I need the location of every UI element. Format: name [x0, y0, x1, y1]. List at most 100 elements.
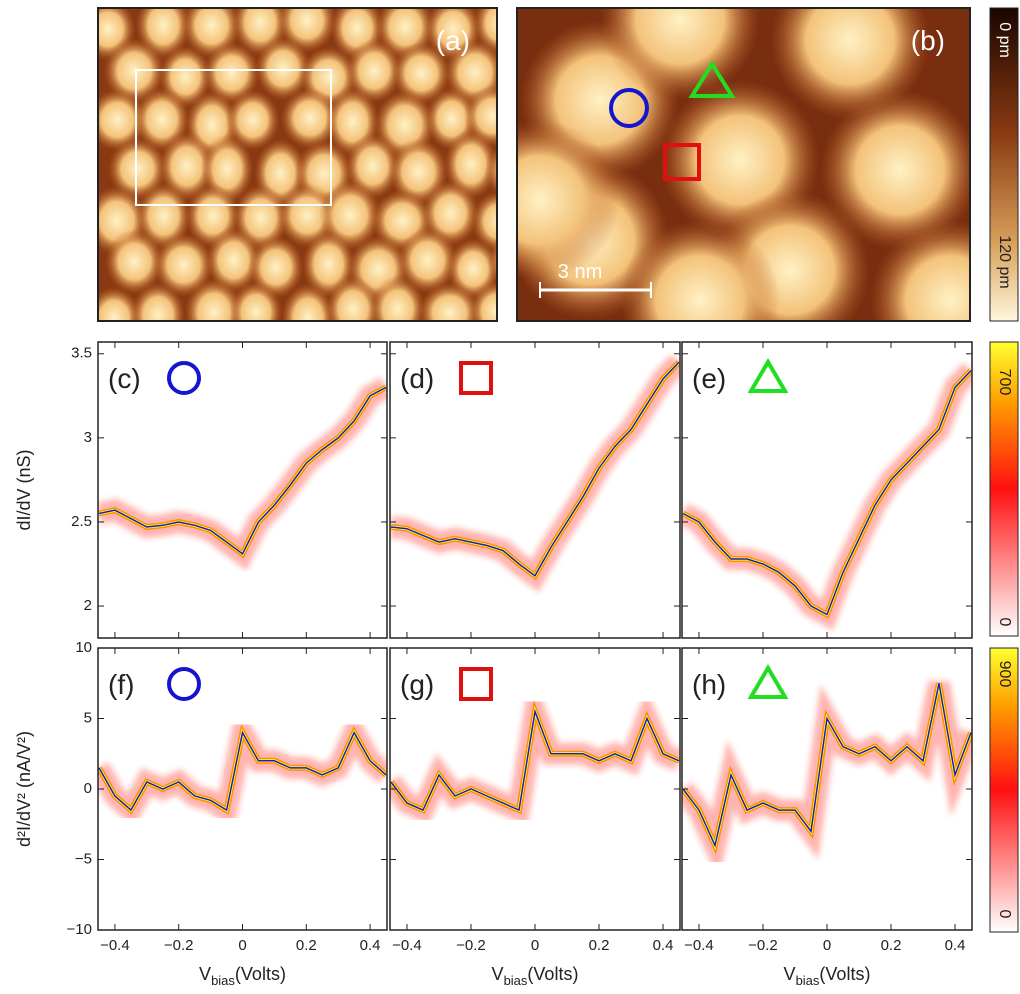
blob — [418, 282, 481, 321]
plot-area — [98, 701, 387, 828]
data-line — [98, 730, 387, 812]
colorbar — [989, 341, 1019, 637]
x-tick-label: 0.4 — [360, 937, 381, 954]
scale-bar-label: 3 nm — [558, 261, 602, 283]
zoom-box — [135, 69, 332, 206]
x-axis-label-sub: bias — [211, 973, 235, 988]
blob — [255, 36, 311, 101]
marker-square — [663, 143, 701, 181]
data-line — [390, 708, 680, 812]
blob — [105, 229, 164, 295]
x-axis-label-sub: bias — [504, 973, 528, 988]
blob — [153, 233, 214, 297]
data-line — [682, 683, 972, 848]
blob — [820, 90, 970, 250]
x-axis-label-part: (Volts) — [819, 964, 870, 984]
blob — [184, 278, 244, 321]
blob — [471, 190, 497, 253]
x-tick-label: −0.4 — [100, 937, 130, 954]
x-tick-label: 0.2 — [881, 937, 902, 954]
x-tick-label: −0.4 — [684, 937, 714, 954]
marker-triangle — [747, 664, 789, 699]
colorbar-label: 700 — [996, 369, 1013, 396]
y-tick-label: 0 — [84, 780, 92, 797]
blob — [98, 88, 147, 152]
colorbar-label: 900 — [996, 661, 1013, 688]
plot-area — [682, 681, 972, 880]
blob — [517, 120, 620, 280]
blob — [491, 53, 497, 93]
marker-triangle — [747, 358, 789, 393]
panel-label: (a) — [436, 25, 470, 56]
colorbar-label: 0 pm — [996, 22, 1013, 58]
colorbar — [989, 7, 1019, 322]
plot-area — [682, 363, 972, 631]
x-axis-label: Vbias(Volts) — [784, 964, 871, 988]
blob — [484, 146, 497, 195]
blob — [203, 42, 260, 105]
blob — [280, 87, 340, 149]
y-axis-label: dI/dV (nS) — [14, 449, 34, 530]
y-tick-label: −5 — [75, 850, 92, 867]
y-tick-label: 10 — [75, 639, 92, 656]
blob — [103, 38, 165, 104]
panel-label: (b) — [911, 25, 945, 56]
blob — [392, 42, 451, 105]
blob — [107, 137, 167, 201]
blob — [770, 8, 930, 120]
colorbar-label: 0 — [996, 910, 1013, 919]
x-axis-label-part: V — [784, 964, 796, 984]
plot-background — [98, 342, 387, 638]
blob — [226, 89, 280, 151]
blob — [130, 282, 186, 321]
colorbar-label: 0 — [996, 618, 1013, 627]
colorbar — [989, 647, 1019, 933]
x-tick-label: 0.2 — [589, 937, 610, 954]
y-axis-label: d²I/dV² (nA/V²) — [14, 731, 34, 847]
data-line — [98, 386, 387, 556]
blob — [136, 182, 191, 250]
blob — [397, 227, 458, 294]
x-tick-label: 0.4 — [653, 937, 674, 954]
blob — [277, 183, 337, 248]
y-tick-label: 5 — [84, 709, 92, 726]
data-line — [390, 361, 680, 577]
data-line — [682, 370, 972, 616]
panel-label: (g) — [400, 669, 434, 700]
plot-area — [390, 669, 680, 826]
blob — [470, 281, 497, 321]
blob — [98, 286, 142, 321]
blob — [346, 38, 402, 103]
marker-square — [459, 361, 493, 395]
marker-circle — [609, 88, 649, 128]
panel-label: (c) — [108, 363, 141, 394]
panel-label: (d) — [400, 363, 434, 394]
x-tick-label: −0.2 — [456, 937, 486, 954]
x-axis-label-part: V — [199, 964, 211, 984]
blob — [370, 275, 426, 321]
marker-square — [459, 667, 493, 701]
x-tick-label: 0 — [238, 937, 246, 954]
image-frame — [97, 7, 498, 322]
x-axis-label-part: (Volts) — [527, 964, 578, 984]
blob — [488, 238, 497, 284]
x-axis-label: Vbias(Volts) — [492, 964, 579, 988]
x-tick-label: 0.2 — [296, 937, 317, 954]
marker-triangle — [688, 60, 736, 98]
colorbar-label: 120 pm — [996, 235, 1013, 288]
x-tick-label: 0 — [823, 937, 831, 954]
y-tick-label: −10 — [67, 921, 92, 938]
x-axis-label-sub: bias — [796, 973, 820, 988]
panel-label: (f) — [108, 669, 134, 700]
image-frame — [516, 7, 971, 322]
y-tick-label: 3 — [84, 429, 92, 446]
marker-circle — [167, 667, 201, 701]
stm-image — [98, 8, 497, 321]
blob — [326, 276, 381, 321]
blob — [206, 227, 262, 293]
y-tick-label: 2.5 — [71, 513, 92, 530]
plot-area — [390, 354, 680, 593]
blob — [281, 283, 335, 321]
stm-image — [517, 8, 970, 321]
